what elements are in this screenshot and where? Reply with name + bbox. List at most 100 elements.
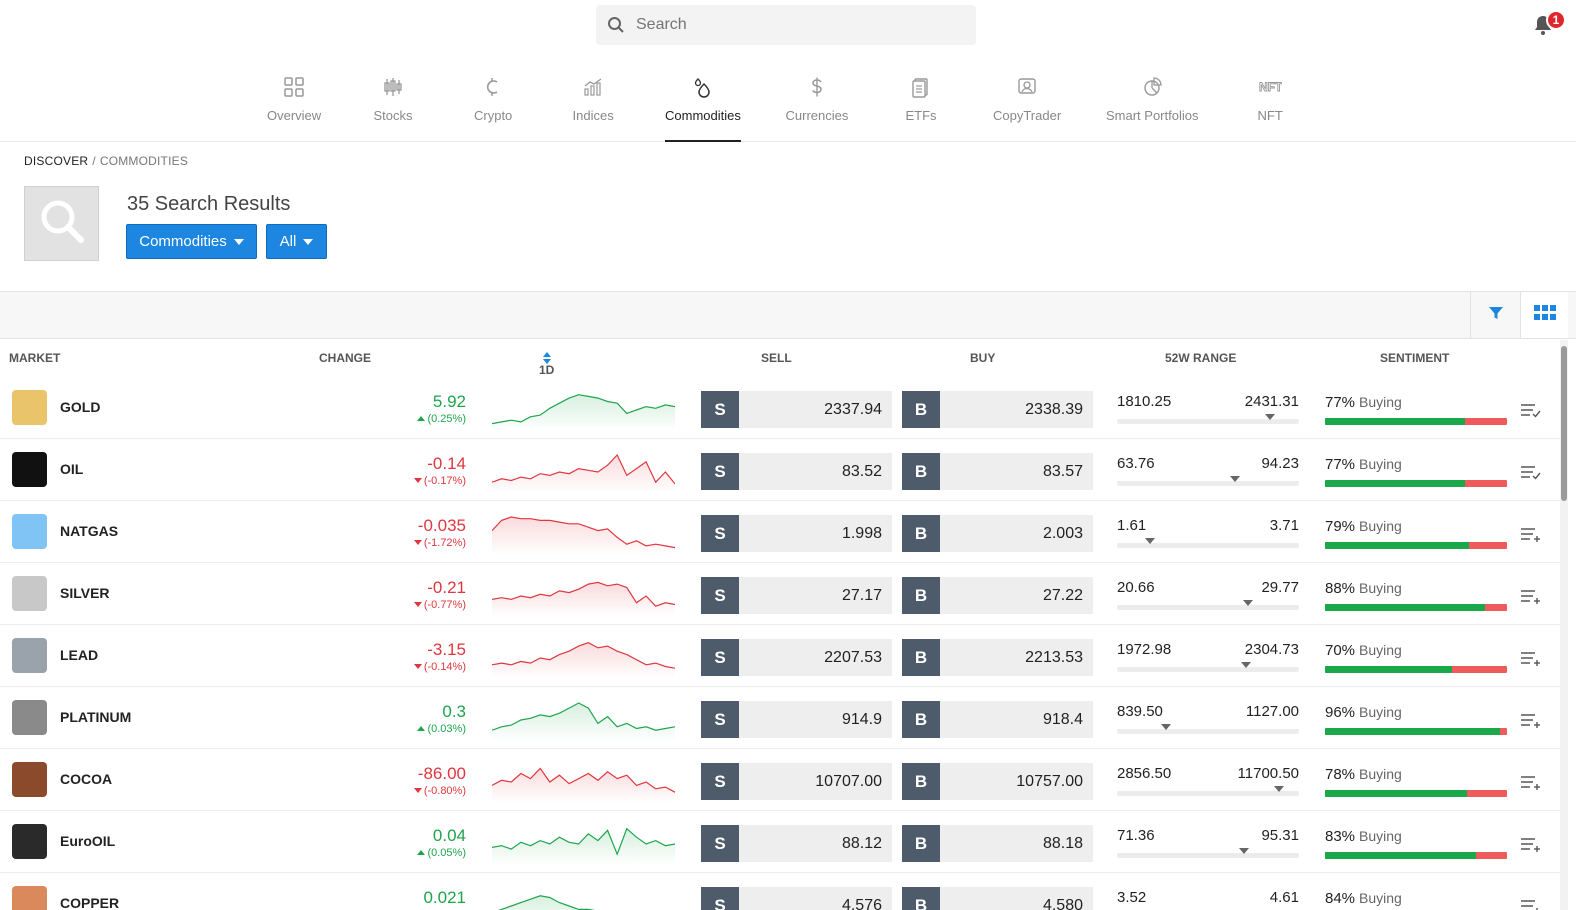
grid-view-button[interactable] bbox=[1520, 292, 1568, 338]
table-row[interactable]: PLATINUM 0.3 (0.03%) S 914.9 B 918.4 839.50 1127… bbox=[0, 687, 1560, 749]
range-52w: 1972.98 2304.73 bbox=[1117, 641, 1299, 675]
filter-button[interactable] bbox=[1470, 292, 1520, 338]
breadcrumb-root[interactable]: DISCOVER bbox=[24, 154, 89, 168]
range-high: 94.23 bbox=[1261, 455, 1299, 472]
market-name[interactable]: COPPER bbox=[60, 895, 120, 910]
market-name[interactable]: NATGAS bbox=[60, 523, 119, 539]
sell-button[interactable]: S 10707.00 bbox=[701, 763, 892, 800]
buy-button[interactable]: B 2213.53 bbox=[902, 639, 1093, 676]
market-logo[interactable] bbox=[12, 700, 47, 735]
market-logo[interactable] bbox=[12, 638, 47, 673]
market-logo[interactable] bbox=[12, 886, 47, 910]
market-name[interactable]: OIL bbox=[60, 461, 84, 477]
scrollbar[interactable] bbox=[1560, 340, 1568, 910]
buy-button[interactable]: B 2.003 bbox=[902, 515, 1093, 552]
table-row[interactable]: GOLD 5.92 (0.25%) S 2337.94 B 2338.39 1810.25 24… bbox=[0, 377, 1560, 439]
change-value: -3.15 bbox=[427, 640, 466, 659]
market-name[interactable]: LEAD bbox=[60, 647, 99, 663]
sentiment-percent: 88% bbox=[1325, 580, 1356, 597]
market-logo[interactable] bbox=[12, 824, 47, 859]
header-market[interactable]: MARKET bbox=[9, 351, 61, 365]
sell-button[interactable]: S 4.576 bbox=[701, 887, 892, 910]
caret-down-icon bbox=[303, 238, 314, 245]
sentiment-percent: 83% bbox=[1325, 828, 1356, 845]
buy-button[interactable]: B 27.22 bbox=[902, 577, 1093, 614]
buy-button[interactable]: B 88.18 bbox=[902, 825, 1093, 862]
watchlist-add-icon[interactable] bbox=[1520, 899, 1542, 910]
watchlist-add-icon[interactable] bbox=[1520, 651, 1542, 667]
sell-button[interactable]: S 2337.94 bbox=[701, 391, 892, 428]
buy-price: 27.22 bbox=[940, 577, 1093, 614]
market-name[interactable]: GOLD bbox=[60, 399, 101, 415]
sell-button[interactable]: S 1.998 bbox=[701, 515, 892, 552]
search-input[interactable] bbox=[636, 16, 956, 34]
sell-button[interactable]: S 83.52 bbox=[701, 453, 892, 490]
tab-copytrader[interactable]: CopyTrader bbox=[993, 70, 1061, 142]
buy-button[interactable]: B 2338.39 bbox=[902, 391, 1093, 428]
range-52w: 71.36 95.31 bbox=[1117, 827, 1299, 861]
buy-button[interactable]: B 83.57 bbox=[902, 453, 1093, 490]
table-row[interactable]: COPPER 0.021 S 4.576 B 4.580 3.52 4.61 84% Buying bbox=[0, 873, 1560, 910]
watchlist-check-icon[interactable] bbox=[1520, 403, 1542, 419]
sell-button[interactable]: S 88.12 bbox=[701, 825, 892, 862]
tab-indices[interactable]: Indices bbox=[573, 70, 614, 142]
market-logo[interactable] bbox=[12, 390, 47, 425]
market-name[interactable]: SILVER bbox=[60, 585, 110, 601]
sell-button[interactable]: S 27.17 bbox=[701, 577, 892, 614]
range-low: 71.36 bbox=[1117, 827, 1155, 844]
arrow-up-icon bbox=[417, 850, 426, 855]
tab-etfs[interactable]: ETFs bbox=[906, 70, 937, 142]
table-row[interactable]: LEAD -3.15 (-0.14%) S 2207.53 B 2213.53 1972.98… bbox=[0, 625, 1560, 687]
sparkline-line bbox=[492, 453, 675, 485]
sell-button[interactable]: S 914.9 bbox=[701, 701, 892, 738]
watchlist-add-icon[interactable] bbox=[1520, 775, 1542, 791]
sparkline-chart bbox=[492, 394, 675, 431]
market-name[interactable]: COCOA bbox=[60, 771, 113, 787]
sentiment-cell: 79% Buying bbox=[1325, 518, 1507, 549]
buy-button[interactable]: B 10757.00 bbox=[902, 763, 1093, 800]
tab-stocks[interactable]: Stocks bbox=[374, 70, 413, 142]
tab-smart-portfolios[interactable]: Smart Portfolios bbox=[1106, 70, 1198, 142]
tab-nft[interactable]: NFT NFT bbox=[1258, 70, 1283, 142]
tab-overview[interactable]: Overview bbox=[267, 70, 321, 142]
pie-icon bbox=[1141, 70, 1163, 104]
market-name[interactable]: EuroOIL bbox=[60, 833, 116, 849]
tab-commodities[interactable]: Commodities bbox=[665, 70, 741, 142]
market-logo[interactable] bbox=[12, 762, 47, 797]
watchlist-add-icon[interactable] bbox=[1520, 837, 1542, 853]
table-row[interactable]: OIL -0.14 (-0.17%) S 83.52 B 83.57 63.76 94.23 77… bbox=[0, 439, 1560, 501]
arrow-down-icon bbox=[413, 788, 422, 793]
sentiment-bar-fill bbox=[1325, 542, 1469, 549]
watchlist-add-icon[interactable] bbox=[1520, 713, 1542, 729]
table-row[interactable]: EuroOIL 0.04 (0.05%) S 88.12 B 88.18 71.36 95.31… bbox=[0, 811, 1560, 873]
table-row[interactable]: SILVER -0.21 (-0.77%) S 27.17 B 27.22 20.66 29.7… bbox=[0, 563, 1560, 625]
sentiment-cell: 77% Buying bbox=[1325, 394, 1507, 425]
market-name[interactable]: PLATINUM bbox=[60, 709, 132, 725]
watchlist-check-icon[interactable] bbox=[1520, 465, 1542, 481]
table-row[interactable]: NATGAS -0.035 (-1.72%) S 1.998 B 2.003 1.61 3.71… bbox=[0, 501, 1560, 563]
tab-currencies[interactable]: Currencies bbox=[786, 70, 848, 142]
watchlist-add-icon[interactable] bbox=[1520, 527, 1542, 543]
market-logo[interactable] bbox=[12, 576, 47, 611]
type-dropdown[interactable]: Commodities bbox=[126, 224, 257, 259]
sentiment-percent: 77% bbox=[1325, 456, 1356, 473]
buy-button[interactable]: B 4.580 bbox=[902, 887, 1093, 910]
search-box[interactable] bbox=[596, 5, 976, 45]
buy-tag: B bbox=[902, 577, 940, 614]
sell-button[interactable]: S 2207.53 bbox=[701, 639, 892, 676]
watchlist-add-icon[interactable] bbox=[1520, 589, 1542, 605]
buy-button[interactable]: B 918.4 bbox=[902, 701, 1093, 738]
scrollbar-thumb[interactable] bbox=[1561, 346, 1567, 501]
table-row[interactable]: COCOA -86.00 (-0.80%) S 10707.00 B 10757.00 285… bbox=[0, 749, 1560, 811]
header-period[interactable]: 1D bbox=[539, 351, 554, 377]
table-toolbar bbox=[0, 291, 1576, 339]
scope-dropdown[interactable]: All bbox=[266, 224, 327, 259]
market-logo[interactable] bbox=[12, 514, 47, 549]
buy-tag: B bbox=[902, 701, 940, 738]
sell-tag: S bbox=[701, 887, 739, 910]
sparkline-chart bbox=[492, 702, 675, 741]
tab-crypto[interactable]: Crypto bbox=[474, 70, 512, 142]
drop-icon bbox=[692, 70, 714, 104]
market-logo[interactable] bbox=[12, 452, 47, 487]
header-change[interactable]: CHANGE bbox=[319, 351, 372, 365]
